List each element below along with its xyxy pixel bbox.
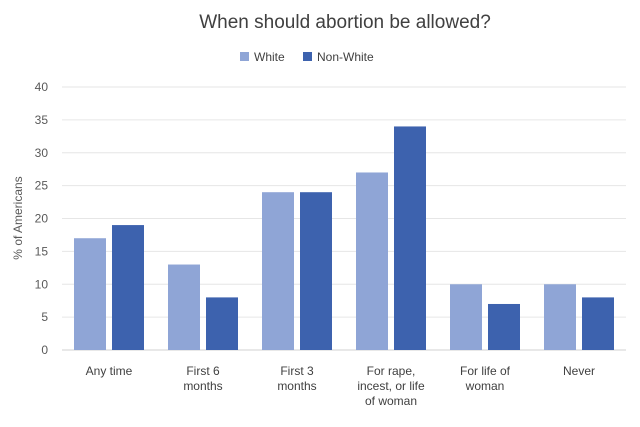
bar-white	[356, 172, 388, 350]
y-tick-label: 0	[41, 343, 48, 357]
y-tick-label: 30	[35, 146, 49, 160]
bar-non-white	[582, 297, 614, 350]
x-tick-label: Any time	[86, 364, 133, 378]
y-tick-label: 10	[35, 277, 49, 291]
x-tick-label: For rape, incest, or life of woman	[357, 364, 425, 408]
bar-white	[544, 284, 576, 350]
legend-swatch	[303, 52, 312, 61]
y-tick-label: 5	[41, 310, 48, 324]
bar-non-white	[488, 303, 520, 350]
y-tick-label: 25	[35, 179, 49, 193]
y-tick-label: 20	[35, 212, 49, 226]
bar-white	[450, 284, 482, 350]
x-tick-label: First 3 months	[277, 364, 316, 393]
legend-label: White	[254, 50, 285, 64]
bar-non-white	[394, 126, 426, 350]
x-tick-label: First 6 months	[183, 364, 222, 393]
bar-non-white	[206, 297, 238, 350]
bar-non-white	[112, 225, 144, 350]
legend-swatch	[240, 52, 249, 61]
y-axis-label: % of Americans	[11, 176, 25, 259]
bar-white	[168, 264, 200, 350]
x-tick-label: Never	[563, 364, 595, 378]
y-tick-label: 35	[35, 113, 49, 127]
y-tick-label: 15	[35, 244, 49, 258]
legend: White Non-White	[240, 50, 374, 64]
y-tick-label: 40	[35, 80, 49, 94]
chart-title: When should abortion be allowed?	[199, 12, 491, 33]
legend-label: Non-White	[317, 50, 374, 64]
bar-non-white	[300, 192, 332, 350]
bar-white	[74, 238, 106, 350]
bar-white	[262, 192, 294, 350]
x-tick-label: For life of woman	[460, 364, 511, 393]
